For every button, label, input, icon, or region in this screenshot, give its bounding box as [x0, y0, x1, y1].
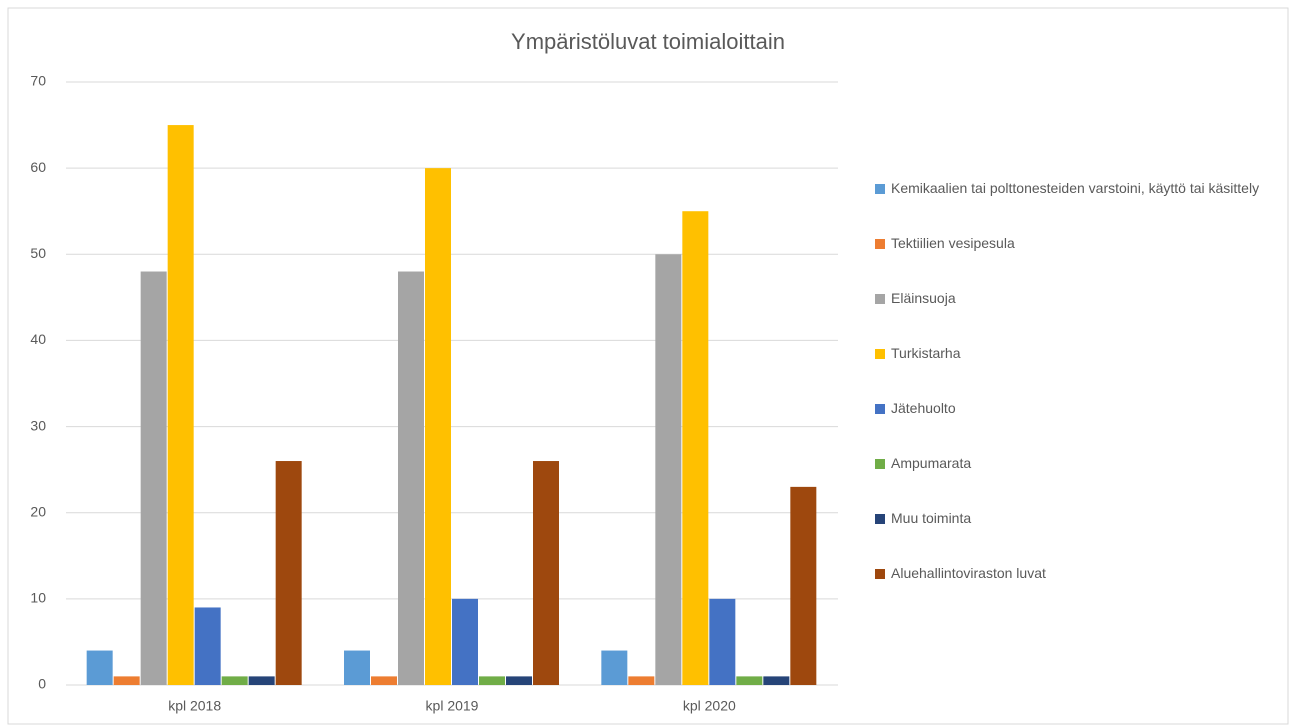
- legend: Kemikaalien tai polttonesteiden varstoin…: [875, 178, 1275, 618]
- bar: [479, 676, 505, 685]
- legend-label: Turkistarha: [891, 345, 961, 361]
- y-tick-label: 20: [30, 503, 46, 519]
- bar: [682, 211, 709, 685]
- bar: [628, 676, 655, 685]
- y-tick-label: 10: [30, 590, 46, 606]
- bar: [221, 676, 248, 685]
- bar: [763, 676, 790, 685]
- legend-item: Jätehuolto: [875, 398, 1275, 453]
- legend-label: Ampumarata: [891, 455, 972, 471]
- chart-title: Ympäristöluvat toimialoittain: [511, 29, 785, 54]
- bar: [371, 676, 397, 685]
- legend-item: Kemikaalien tai polttonesteiden varstoin…: [875, 178, 1275, 233]
- x-tick-label: kpl 2020: [683, 698, 736, 714]
- bar: [790, 486, 817, 685]
- bar: [113, 676, 140, 685]
- bar: [248, 676, 275, 685]
- legend-swatch: [875, 294, 885, 304]
- legend-swatch: [875, 239, 885, 249]
- y-tick-label: 40: [30, 331, 46, 347]
- y-tick-label: 70: [30, 73, 46, 89]
- y-tick-label: 50: [30, 245, 46, 261]
- bar: [736, 676, 763, 685]
- bar: [344, 650, 370, 685]
- bar: [533, 461, 559, 685]
- legend-item: Turkistarha: [875, 343, 1275, 398]
- bar: [601, 650, 628, 685]
- bar: [506, 676, 532, 685]
- legend-label: Eläinsuoja: [891, 290, 956, 306]
- y-tick-label: 30: [30, 417, 46, 433]
- bar: [425, 168, 451, 686]
- legend-item: Eläinsuoja: [875, 288, 1275, 343]
- legend-swatch: [875, 459, 885, 469]
- bar: [194, 607, 221, 685]
- legend-item: Muu toiminta: [875, 508, 1275, 563]
- bar: [275, 461, 302, 685]
- bar: [655, 254, 682, 686]
- legend-swatch: [875, 404, 885, 414]
- legend-label: Jätehuolto: [891, 400, 956, 416]
- y-tick-label: 0: [38, 676, 46, 692]
- y-tick-label: 60: [30, 159, 46, 175]
- legend-swatch: [875, 184, 885, 194]
- bar: [140, 271, 167, 685]
- legend-swatch: [875, 514, 885, 524]
- bar: [709, 598, 736, 685]
- legend-item: Aluehallintoviraston luvat: [875, 563, 1275, 618]
- x-tick-label: kpl 2019: [426, 698, 479, 714]
- legend-label: Muu toiminta: [891, 510, 972, 526]
- legend-label: Tektiilien vesipesula: [891, 235, 1015, 251]
- legend-item: Tektiilien vesipesula: [875, 233, 1275, 288]
- legend-label: Aluehallintoviraston luvat: [891, 565, 1046, 581]
- bar: [167, 125, 194, 686]
- bar: [452, 598, 478, 685]
- legend-swatch: [875, 569, 885, 579]
- legend-item: Ampumarata: [875, 453, 1275, 508]
- x-tick-label: kpl 2018: [168, 698, 221, 714]
- legend-label: Kemikaalien tai polttonesteiden varstoin…: [891, 180, 1260, 196]
- bar: [86, 650, 113, 685]
- chart-border: [7, 7, 1289, 725]
- legend-swatch: [875, 349, 885, 359]
- bar: [398, 271, 424, 685]
